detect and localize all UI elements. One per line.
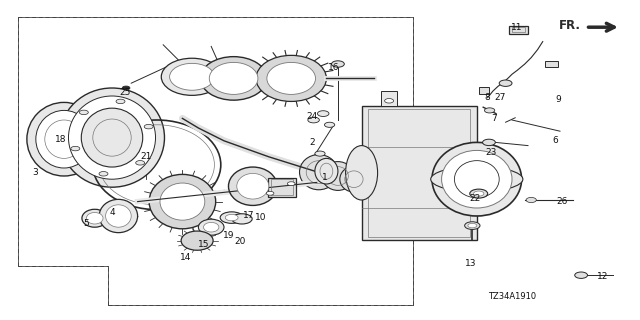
Circle shape (465, 222, 480, 229)
Circle shape (122, 86, 130, 90)
Ellipse shape (161, 58, 223, 95)
Ellipse shape (86, 212, 103, 224)
Bar (509, 26, 528, 34)
Ellipse shape (431, 166, 523, 192)
Circle shape (136, 161, 145, 165)
Text: 23: 23 (486, 148, 497, 156)
Ellipse shape (181, 231, 213, 250)
Circle shape (99, 172, 108, 176)
Circle shape (308, 117, 319, 123)
Text: 17: 17 (243, 212, 254, 220)
Text: 5: 5 (84, 220, 89, 228)
Circle shape (385, 99, 394, 103)
Ellipse shape (198, 219, 224, 235)
Ellipse shape (106, 205, 131, 227)
Circle shape (499, 80, 512, 86)
Ellipse shape (256, 55, 326, 101)
Bar (479, 87, 489, 94)
Text: 1: 1 (323, 173, 328, 182)
Text: 22: 22 (469, 194, 481, 203)
Ellipse shape (27, 102, 101, 176)
Circle shape (468, 223, 477, 228)
Ellipse shape (68, 96, 156, 179)
Ellipse shape (149, 174, 216, 229)
Ellipse shape (346, 146, 378, 200)
Circle shape (317, 111, 329, 116)
Bar (268, 178, 296, 197)
Circle shape (266, 191, 274, 195)
Circle shape (79, 110, 88, 115)
Ellipse shape (315, 158, 338, 184)
Text: 18: 18 (55, 135, 67, 144)
Bar (368, 109, 470, 237)
Bar (271, 179, 293, 195)
Circle shape (71, 146, 80, 151)
Ellipse shape (99, 199, 138, 233)
Text: 9: 9 (556, 95, 561, 104)
Ellipse shape (432, 142, 522, 216)
Text: 25: 25 (119, 88, 131, 97)
Ellipse shape (200, 57, 267, 100)
Text: 27: 27 (495, 93, 506, 102)
Bar (545, 61, 558, 67)
Circle shape (324, 122, 335, 127)
Text: 13: 13 (465, 260, 476, 268)
Ellipse shape (81, 108, 143, 167)
Ellipse shape (322, 162, 354, 190)
Ellipse shape (82, 209, 108, 227)
Text: 11: 11 (511, 23, 523, 32)
Text: 12: 12 (597, 272, 609, 281)
Text: 20: 20 (234, 237, 246, 246)
Text: 21: 21 (140, 152, 152, 161)
Text: 14: 14 (180, 253, 191, 262)
Text: 24: 24 (307, 112, 318, 121)
Circle shape (483, 139, 495, 146)
Ellipse shape (60, 88, 164, 187)
Circle shape (526, 197, 536, 203)
Ellipse shape (225, 214, 238, 221)
Bar (381, 91, 397, 106)
Ellipse shape (160, 183, 205, 220)
Circle shape (484, 108, 495, 113)
Circle shape (144, 124, 153, 129)
Text: TZ34A1910: TZ34A1910 (488, 292, 536, 301)
Circle shape (474, 191, 484, 196)
Text: 7: 7 (492, 114, 497, 123)
Ellipse shape (36, 110, 92, 168)
Text: 10: 10 (255, 213, 267, 222)
Ellipse shape (237, 173, 269, 199)
Ellipse shape (228, 167, 277, 205)
Circle shape (470, 189, 488, 198)
Circle shape (116, 99, 125, 104)
Text: 4: 4 (109, 208, 115, 217)
Text: 3: 3 (33, 168, 38, 177)
Bar (512, 27, 525, 32)
Ellipse shape (220, 212, 243, 223)
Text: 6: 6 (553, 136, 558, 145)
Ellipse shape (170, 63, 214, 90)
Ellipse shape (209, 62, 258, 94)
Ellipse shape (232, 214, 252, 224)
Text: 26: 26 (556, 197, 568, 206)
Circle shape (287, 182, 295, 186)
Text: 19: 19 (223, 231, 235, 240)
Circle shape (315, 151, 325, 156)
Ellipse shape (442, 150, 512, 208)
Ellipse shape (300, 155, 338, 190)
Text: 8: 8 (485, 93, 490, 102)
Ellipse shape (340, 166, 368, 192)
Text: FR.: FR. (559, 19, 581, 32)
Text: 15: 15 (198, 240, 209, 249)
Ellipse shape (267, 62, 316, 94)
Ellipse shape (204, 222, 219, 232)
Circle shape (332, 61, 344, 67)
Text: 16: 16 (328, 63, 340, 72)
Text: 2: 2 (310, 138, 315, 147)
Circle shape (575, 272, 588, 278)
Bar (362, 106, 477, 240)
